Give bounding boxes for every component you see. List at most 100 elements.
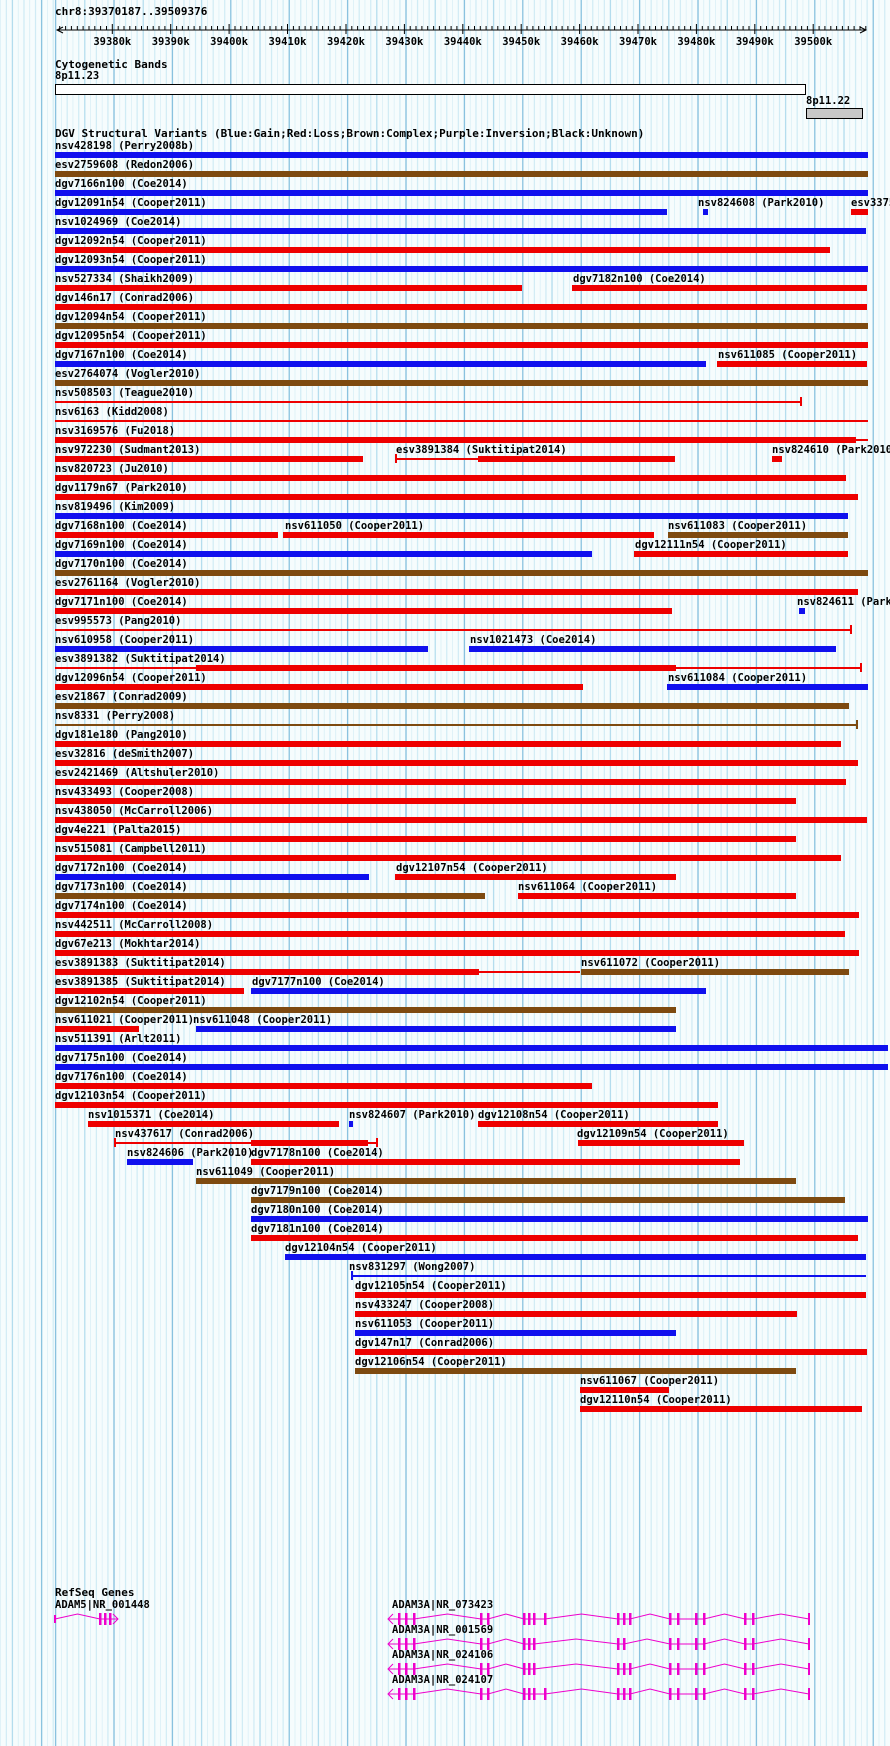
- variant-bar[interactable]: [55, 323, 868, 329]
- variant-bar[interactable]: [55, 798, 796, 804]
- variant-bar[interactable]: [668, 532, 848, 538]
- variant-label[interactable]: nsv527334 (Shaikh2009): [55, 273, 195, 285]
- variant-bar[interactable]: [355, 1311, 797, 1317]
- variant-bar[interactable]: [55, 1026, 139, 1032]
- variant-label[interactable]: nsv824606 (Park2010): [127, 1147, 254, 1159]
- variant-bar[interactable]: [55, 1102, 718, 1108]
- variant-bar[interactable]: [55, 608, 672, 614]
- variant-label[interactable]: dgv7172n100 (Coe2014): [55, 862, 188, 874]
- variant-label[interactable]: nsv1015371 (Coe2014): [88, 1109, 215, 1121]
- variant-label[interactable]: nsv824611 (Park2: [797, 596, 890, 608]
- variant-bar[interactable]: [772, 456, 782, 462]
- gene-glyph[interactable]: [0, 1611, 890, 1627]
- variant-label[interactable]: nsv824608 (Park2010): [698, 197, 825, 209]
- variant-bar[interactable]: [251, 1159, 740, 1165]
- gene-glyph[interactable]: [0, 1661, 890, 1677]
- variant-bar[interactable]: [634, 551, 848, 557]
- variant-bar[interactable]: [352, 1275, 866, 1277]
- variant-label[interactable]: nsv611084 (Cooper2011): [668, 672, 808, 684]
- variant-bar[interactable]: [799, 608, 805, 614]
- variant-bar[interactable]: [355, 1349, 867, 1355]
- variant-bar[interactable]: [55, 513, 848, 519]
- variant-label[interactable]: nsv611050 (Cooper2011): [285, 520, 425, 532]
- variant-label[interactable]: nsv611049 (Cooper2011): [196, 1166, 336, 1178]
- variant-label[interactable]: dgv12111n54 (Cooper2011): [635, 539, 787, 551]
- variant-bar[interactable]: [251, 1140, 368, 1146]
- variant-label[interactable]: dgv12105n54 (Cooper2011): [355, 1280, 507, 1292]
- variant-bar[interactable]: [55, 1045, 888, 1051]
- variant-label[interactable]: nsv442511 (McCarroll2008): [55, 919, 214, 931]
- variant-label[interactable]: nsv1024969 (Coe2014): [55, 216, 182, 228]
- variant-bar[interactable]: [518, 893, 796, 899]
- variant-bar[interactable]: [580, 1406, 862, 1412]
- variant-bar[interactable]: [115, 1142, 251, 1144]
- variant-bar[interactable]: [55, 646, 428, 652]
- variant-bar[interactable]: [55, 285, 522, 291]
- variant-bar[interactable]: [55, 247, 830, 253]
- variant-bar[interactable]: [285, 1254, 866, 1260]
- variant-label[interactable]: dgv7170n100 (Coe2014): [55, 558, 188, 570]
- variant-bar[interactable]: [55, 494, 858, 500]
- variant-bar[interactable]: [851, 209, 868, 215]
- variant-label[interactable]: nsv438050 (McCarroll2006): [55, 805, 214, 817]
- gene-label[interactable]: ADAM3A|NR_073423: [392, 1599, 494, 1611]
- variant-label[interactable]: dgv7178n100 (Coe2014): [251, 1147, 384, 1159]
- variant-label[interactable]: dgv12091n54 (Cooper2011): [55, 197, 207, 209]
- variant-label[interactable]: dgv12092n54 (Cooper2011): [55, 235, 207, 247]
- variant-label[interactable]: esv2764074 (Vogler2010): [55, 368, 201, 380]
- variant-bar[interactable]: [55, 931, 845, 937]
- variant-bar[interactable]: [55, 836, 796, 842]
- variant-label[interactable]: nsv8331 (Perry2008): [55, 710, 176, 722]
- variant-bar[interactable]: [349, 1121, 353, 1127]
- variant-bar[interactable]: [55, 342, 868, 348]
- variant-label[interactable]: dgv12109n54 (Cooper2011): [577, 1128, 729, 1140]
- variant-bar[interactable]: [578, 1140, 744, 1146]
- variant-label[interactable]: nsv611021 (Cooper2011): [55, 1014, 195, 1026]
- gene-label[interactable]: ADAM3A|NR_001569: [392, 1624, 494, 1636]
- variant-bar[interactable]: [55, 1007, 676, 1013]
- variant-label[interactable]: nsv819496 (Kim2009): [55, 501, 176, 513]
- variant-bar[interactable]: [55, 703, 849, 709]
- variant-label[interactable]: nsv824607 (Park2010): [349, 1109, 476, 1121]
- variant-bar[interactable]: [251, 1197, 845, 1203]
- variant-label[interactable]: dgv12102n54 (Cooper2011): [55, 995, 207, 1007]
- gene-glyph[interactable]: [0, 1686, 890, 1702]
- variant-bar[interactable]: [55, 456, 363, 462]
- variant-bar[interactable]: [355, 1330, 676, 1336]
- variant-bar[interactable]: [55, 1083, 592, 1089]
- gene-glyph[interactable]: [0, 1636, 890, 1652]
- variant-label[interactable]: dgv12094n54 (Cooper2011): [55, 311, 207, 323]
- variant-label[interactable]: dgv4e221 (Palta2015): [55, 824, 182, 836]
- variant-bar[interactable]: [196, 1026, 676, 1032]
- variant-bar[interactable]: [55, 380, 868, 386]
- variant-bar[interactable]: [55, 817, 867, 823]
- variant-bar[interactable]: [251, 1216, 868, 1222]
- variant-bar[interactable]: [355, 1368, 796, 1374]
- variant-label[interactable]: nsv3169576 (Fu2018): [55, 425, 176, 437]
- variant-label[interactable]: nsv611083 (Cooper2011): [668, 520, 808, 532]
- variant-label[interactable]: nsv1021473 (Coe2014): [470, 634, 597, 646]
- variant-bar[interactable]: [478, 1121, 718, 1127]
- variant-bar[interactable]: [55, 209, 667, 215]
- variant-label[interactable]: esv3891383 (Suktitipat2014): [55, 957, 226, 969]
- variant-bar[interactable]: [55, 988, 244, 994]
- variant-label[interactable]: dgv7180n100 (Coe2014): [251, 1204, 384, 1216]
- variant-bar[interactable]: [667, 684, 868, 690]
- variant-bar[interactable]: [55, 228, 866, 234]
- variant-bar[interactable]: [55, 629, 851, 631]
- variant-bar[interactable]: [55, 266, 868, 272]
- variant-label[interactable]: nsv437617 (Conrad2006): [115, 1128, 255, 1140]
- variant-label[interactable]: nsv611064 (Cooper2011): [518, 881, 658, 893]
- variant-label[interactable]: nsv433493 (Cooper2008): [55, 786, 195, 798]
- variant-bar[interactable]: [55, 855, 841, 861]
- variant-bar[interactable]: [479, 971, 580, 973]
- variant-bar[interactable]: [55, 950, 859, 956]
- variant-bar[interactable]: [856, 439, 868, 441]
- variant-bar[interactable]: [55, 724, 857, 726]
- variant-label[interactable]: dgv146n17 (Conrad2006): [55, 292, 195, 304]
- variant-bar[interactable]: [580, 1387, 669, 1393]
- variant-bar[interactable]: [127, 1159, 193, 1165]
- variant-bar[interactable]: [55, 304, 867, 310]
- variant-bar[interactable]: [55, 589, 858, 595]
- variant-label[interactable]: nsv511391 (Arlt2011): [55, 1033, 182, 1045]
